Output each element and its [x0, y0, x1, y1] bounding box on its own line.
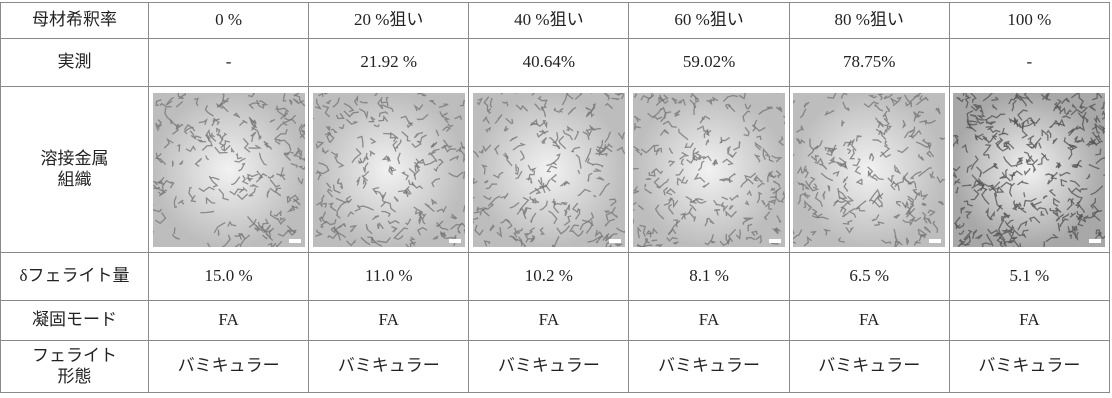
- micrograph: [313, 93, 465, 247]
- page: 母材希釈率0 %20 %狙い40 %狙い60 %狙い80 %狙い100 %実測-…: [0, 2, 1112, 398]
- row-header-cell: δフェライト量: [1, 253, 149, 301]
- table-cell: -: [949, 39, 1109, 87]
- row-header-cell: 母材希釈率: [1, 3, 149, 39]
- image-cell: [949, 87, 1109, 253]
- micrograph: [793, 93, 945, 247]
- table-row: 実測-21.92 %40.64%59.02%78.75%-: [1, 39, 1110, 87]
- table-cell: 10.2 %: [469, 253, 629, 301]
- table-cell: 20 %狙い: [309, 3, 469, 39]
- row-header-cell: 溶接金属 組織: [1, 87, 149, 253]
- table-cell: FA: [789, 301, 949, 341]
- table-cell: FA: [149, 301, 309, 341]
- table-cell: バミキュラー: [469, 341, 629, 393]
- table-cell: -: [149, 39, 309, 87]
- image-cell: [789, 87, 949, 253]
- table-cell: 60 %狙い: [629, 3, 789, 39]
- table-cell: 100 %: [949, 3, 1109, 39]
- table-cell: 40.64%: [469, 39, 629, 87]
- table-cell: 6.5 %: [789, 253, 949, 301]
- table-row: 溶接金属 組織: [1, 87, 1110, 253]
- row-header-cell: 凝固モード: [1, 301, 149, 341]
- table-cell: 8.1 %: [629, 253, 789, 301]
- table-cell: FA: [949, 301, 1109, 341]
- image-cell: [469, 87, 629, 253]
- table-cell: FA: [469, 301, 629, 341]
- micrograph: [633, 93, 785, 247]
- table-cell: 5.1 %: [949, 253, 1109, 301]
- table-cell: 21.92 %: [309, 39, 469, 87]
- table-cell: 80 %狙い: [789, 3, 949, 39]
- table-cell: バミキュラー: [629, 341, 789, 393]
- table-cell: 11.0 %: [309, 253, 469, 301]
- table-cell: FA: [309, 301, 469, 341]
- table-body: 母材希釈率0 %20 %狙い40 %狙い60 %狙い80 %狙い100 %実測-…: [1, 3, 1110, 393]
- image-cell: [149, 87, 309, 253]
- image-cell: [629, 87, 789, 253]
- table-cell: バミキュラー: [789, 341, 949, 393]
- table-cell: 0 %: [149, 3, 309, 39]
- table-cell: FA: [629, 301, 789, 341]
- image-cell: [309, 87, 469, 253]
- table-cell: 78.75%: [789, 39, 949, 87]
- table-cell: 15.0 %: [149, 253, 309, 301]
- row-header-cell: 実測: [1, 39, 149, 87]
- table-cell: バミキュラー: [949, 341, 1109, 393]
- micrograph: [153, 93, 305, 247]
- table-cell: バミキュラー: [309, 341, 469, 393]
- table-cell: 59.02%: [629, 39, 789, 87]
- table-row: フェライト 形態バミキュラーバミキュラーバミキュラーバミキュラーバミキュラーバミ…: [1, 341, 1110, 393]
- micrograph: [473, 93, 625, 247]
- row-header-cell: フェライト 形態: [1, 341, 149, 393]
- table-cell: バミキュラー: [149, 341, 309, 393]
- table-cell: 40 %狙い: [469, 3, 629, 39]
- table: 母材希釈率0 %20 %狙い40 %狙い60 %狙い80 %狙い100 %実測-…: [0, 2, 1110, 393]
- micrograph: [953, 93, 1105, 247]
